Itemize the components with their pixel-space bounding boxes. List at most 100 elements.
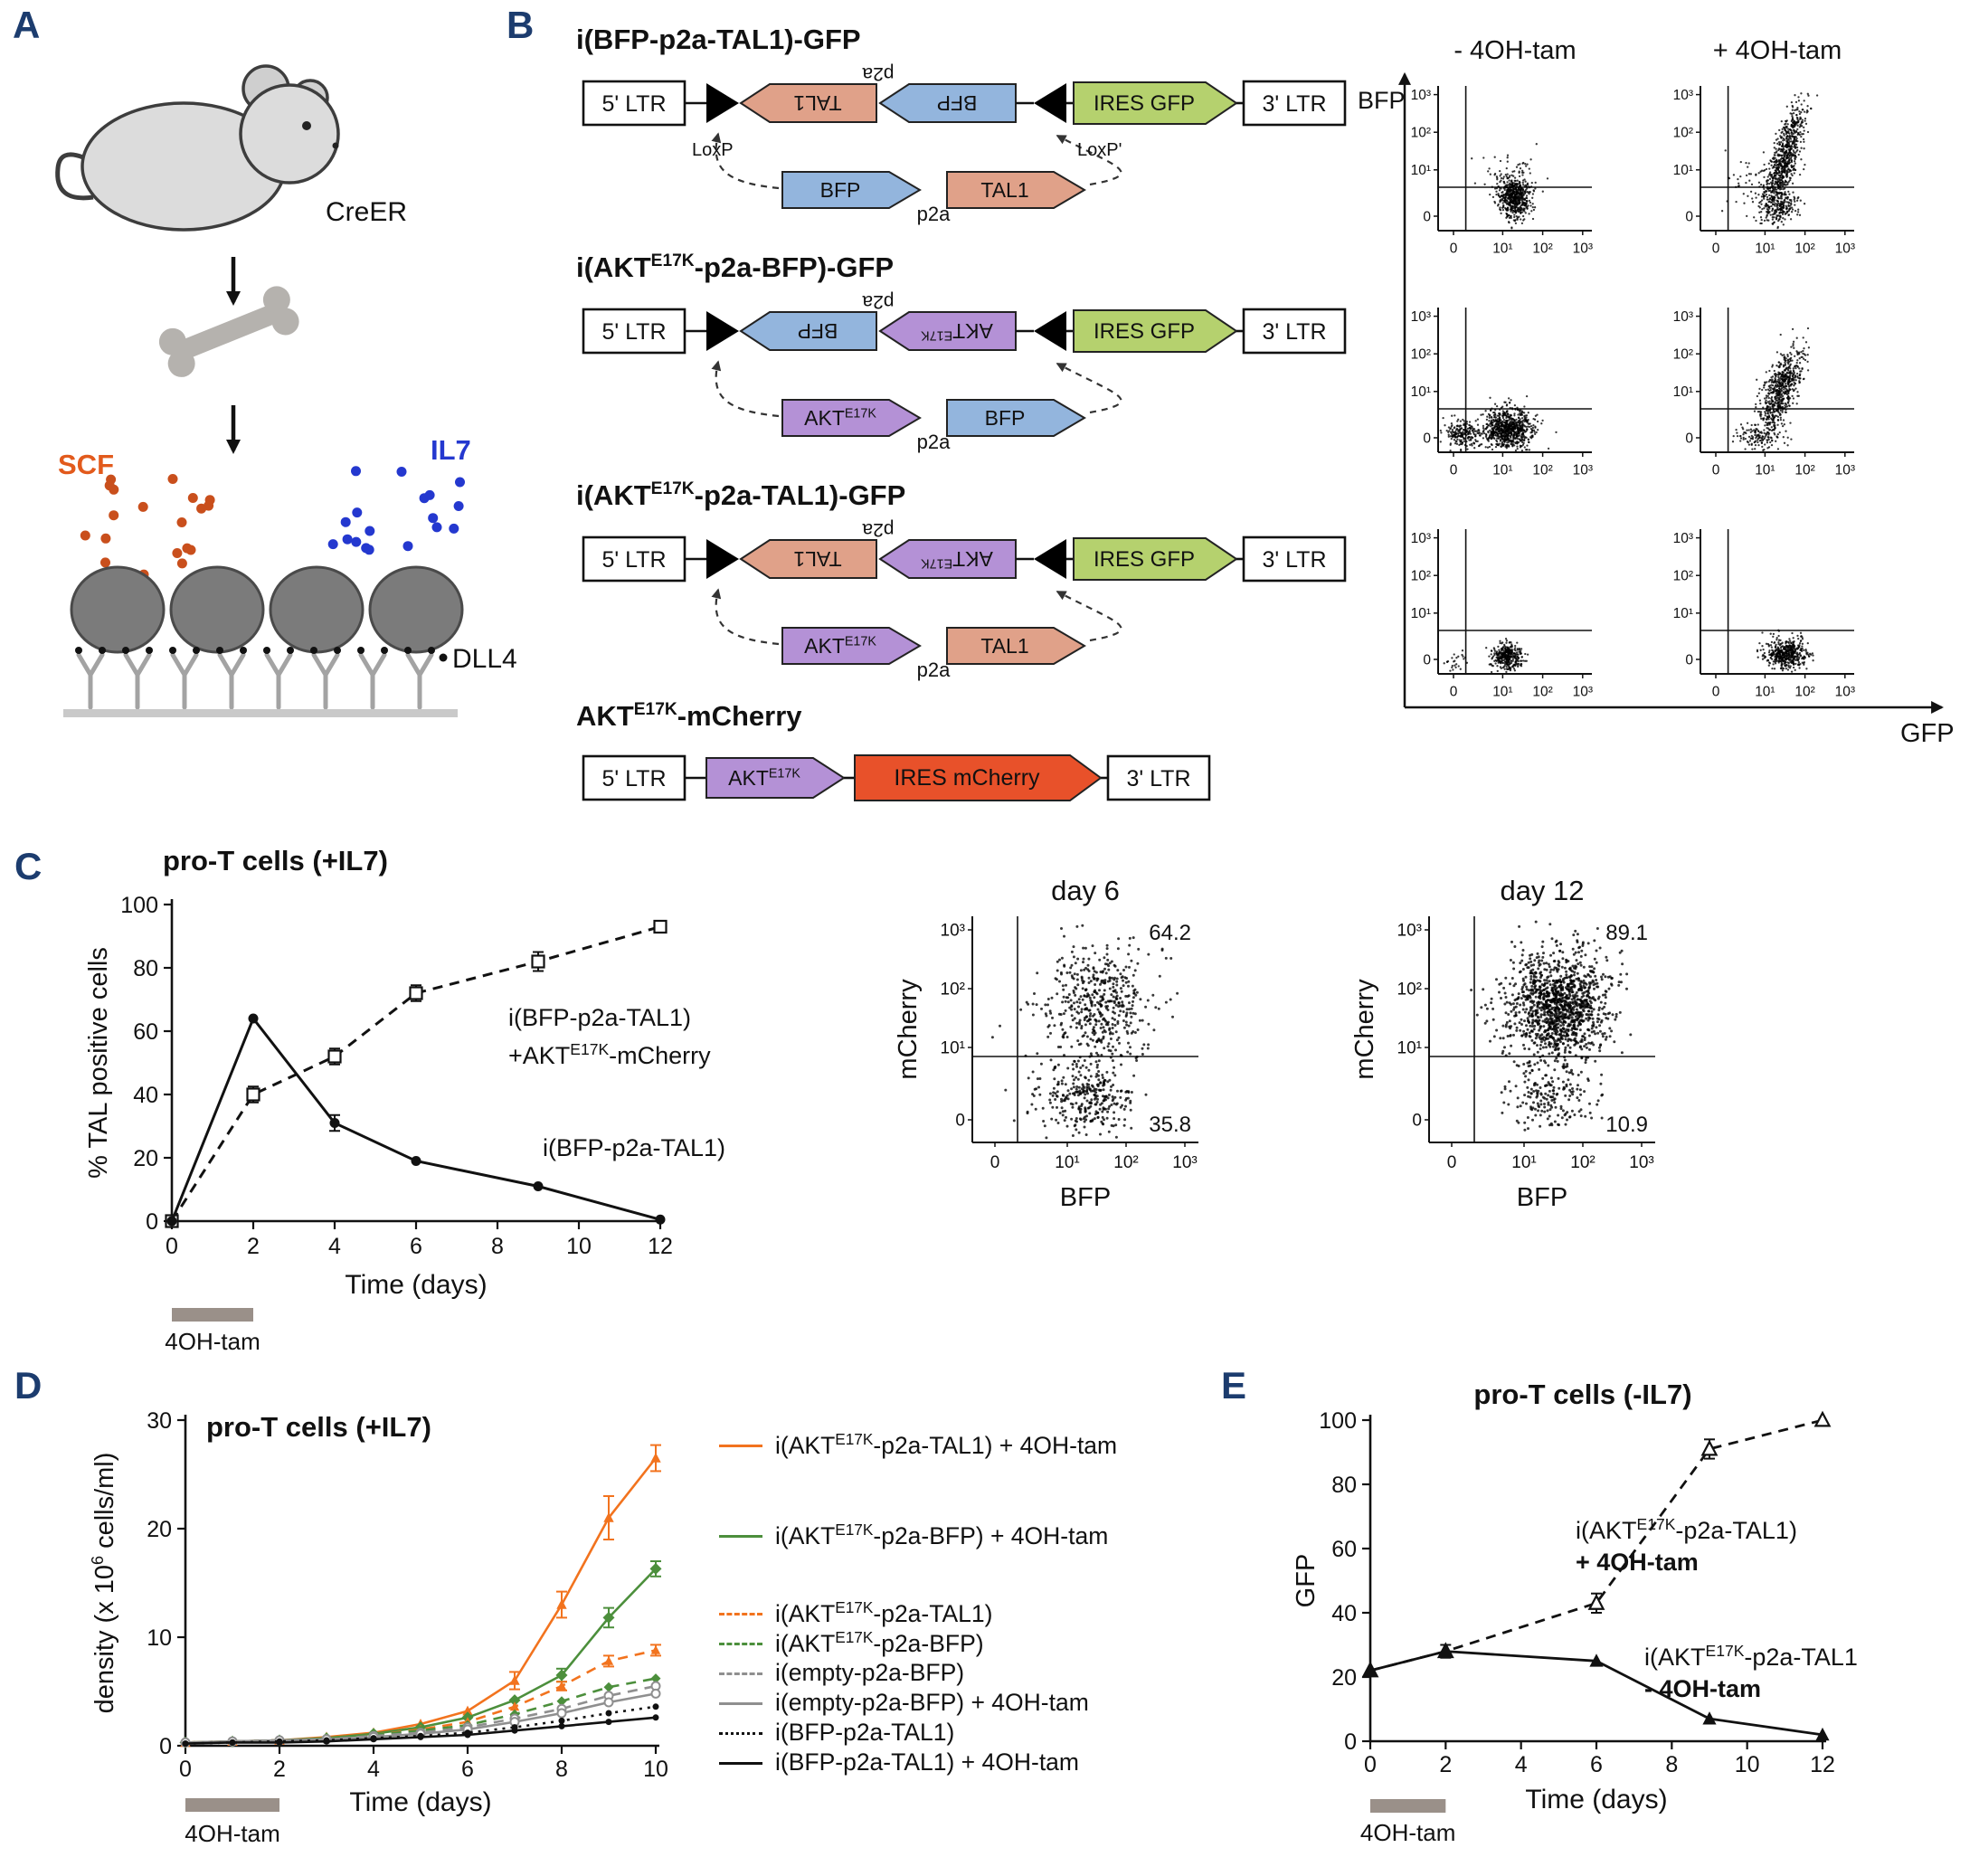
svg-text:TAL1: TAL1 <box>793 547 841 571</box>
legend-line-sample <box>719 1444 762 1447</box>
ltr-box <box>1242 535 1347 583</box>
flow_b3_neg: 0 0 10¹ 10¹ 10² 10² 10³ 10³ <box>1411 529 1593 700</box>
svg-text:LoxP': LoxP' <box>1077 140 1122 160</box>
svg-text:3' LTR: 3' LTR <box>1263 91 1327 117</box>
svg-text:12: 12 <box>648 1234 673 1259</box>
svg-text:% TAL positive cells: % TAL positive cells <box>84 947 113 1179</box>
svg-text:TAL1: TAL1 <box>793 91 841 115</box>
svg-text:AKTE17K: AKTE17K <box>921 319 993 343</box>
svg-text:6: 6 <box>410 1234 422 1259</box>
series-8 <box>182 1714 659 1748</box>
svg-text:10¹: 10¹ <box>941 1039 965 1058</box>
legend-label: i(empty-p2a-BFP) <box>775 1658 965 1686</box>
loxp-triangle-icon <box>706 83 739 123</box>
p2a-label-inverted: p2a <box>862 519 894 540</box>
svg-text:BFP: BFP <box>1358 87 1406 114</box>
svg-text:100: 100 <box>120 893 158 918</box>
p2a-label-inverted: p2a <box>862 63 894 84</box>
tam-treatment-bar <box>185 1798 279 1812</box>
svg-text:10¹: 10¹ <box>1411 163 1431 178</box>
gene-arrow-inverted <box>878 311 1017 351</box>
svg-text:20: 20 <box>133 1146 158 1171</box>
svg-text:10³: 10³ <box>1673 309 1693 325</box>
legend-label: i(empty-p2a-BFP) + 4OH-tam <box>775 1688 1089 1716</box>
ltr-box <box>1242 80 1347 127</box>
svg-text:10¹: 10¹ <box>1411 384 1431 400</box>
svg-text:i(AKTE17K-p2a-BFP)-GFP: i(AKTE17K-p2a-BFP)-GFP <box>576 251 894 283</box>
series-1 <box>165 919 668 1228</box>
gene-arrow-inverted <box>878 539 1017 579</box>
svg-text:p2a: p2a <box>917 658 951 681</box>
pro-t-cell <box>269 565 365 654</box>
svg-text:5' LTR: 5' LTR <box>602 547 667 573</box>
svg-text:10³: 10³ <box>1835 685 1855 700</box>
flow-dots <box>990 924 1179 1140</box>
dll4-antibody-icon <box>311 652 340 710</box>
svg-text:- 4OH-tam: - 4OH-tam <box>1453 36 1576 65</box>
svg-text:10²: 10² <box>1532 685 1552 700</box>
legend-label: i(AKTE17K-p2a-BFP) <box>775 1627 984 1657</box>
legend-line-sample <box>719 1672 762 1675</box>
svg-text:Time (days): Time (days) <box>345 1270 487 1300</box>
svg-text:4: 4 <box>328 1234 341 1259</box>
svg-text:10¹: 10¹ <box>1673 606 1693 621</box>
svg-text:10²: 10² <box>1411 347 1431 363</box>
gene-arrow <box>781 171 922 209</box>
dll4-antibodies <box>75 647 435 710</box>
pro-t-cell <box>169 565 265 654</box>
construct-1: i(BFP-p2a-TAL1)-GFP 5' LTR TAL1 BFP p2a IRES … <box>576 24 1347 225</box>
svg-text:p2a: p2a <box>862 63 894 84</box>
svg-text:AKTE17K: AKTE17K <box>921 547 993 571</box>
dll4-antibody-icon <box>358 652 387 710</box>
annotation-e-dashed: i(AKTE17K-p2a-TAL1) + 4OH-tam <box>1576 1515 1797 1576</box>
panel-e-label: E <box>1221 1364 1247 1407</box>
chartC-plot: 0 2 4 6 8 10 12 0 20 40 60 80 100 % TAL positive cell… <box>84 893 673 1355</box>
panel-a-illustration: CreER SCF IL7 DLL4 <box>55 64 517 717</box>
legend-item: i(empty-p2a-BFP) + 4OH-tam <box>719 1689 1280 1716</box>
bone-illustration <box>158 286 299 377</box>
svg-text:IRES GFP: IRES GFP <box>1094 547 1195 572</box>
svg-text:0: 0 <box>1423 652 1431 668</box>
svg-text:10³: 10³ <box>1172 1153 1197 1172</box>
svg-text:0: 0 <box>990 1153 1000 1172</box>
flow-cytometry-grid: - 4OH-tam + 4OH-tam BFP GFP 0 0 10¹ 10¹ 10² 10² 10… <box>1358 36 1955 748</box>
svg-text:10²: 10² <box>1113 1153 1138 1172</box>
ltr-box <box>1106 754 1211 801</box>
svg-text:40: 40 <box>133 1083 158 1108</box>
svg-text:0: 0 <box>1450 685 1458 700</box>
dll4-antibody-icon <box>76 652 105 710</box>
legend-item: i(BFP-p2a-TAL1) <box>719 1719 1280 1746</box>
series-1 <box>180 1444 661 1748</box>
chart-d-legend: i(AKTE17K-p2a-TAL1) + 4OH-tam i(AKTE17K-p… <box>719 1429 1280 1778</box>
legend-label: i(AKTE17K-p2a-TAL1) <box>775 1597 993 1627</box>
legend-line-sample <box>719 1534 762 1538</box>
pro-t-cells-illustration <box>70 565 464 654</box>
svg-text:LoxP: LoxP <box>692 140 734 160</box>
svg-text:60: 60 <box>133 1019 158 1045</box>
legend-item: i(BFP-p2a-TAL1) + 4OH-tam <box>719 1748 1280 1776</box>
svg-text:AKTE17K: AKTE17K <box>728 766 800 790</box>
loxp-triangle-icon <box>706 539 739 579</box>
svg-text:BFP: BFP <box>937 91 978 115</box>
legend-item: i(AKTE17K-p2a-BFP) <box>719 1627 1280 1657</box>
svg-text:p2a: p2a <box>917 431 951 453</box>
annotation-e-solid: i(AKTE17K-p2a-TAL1 - 4OH-tam <box>1644 1642 1858 1702</box>
svg-text:0: 0 <box>146 1209 158 1235</box>
svg-text:10³: 10³ <box>1835 242 1855 257</box>
loxp-triangle-icon <box>706 311 739 351</box>
construct-3: i(AKTE17K-p2a-TAL1)-GFP 5' LTR TAL1 AKTE17K… <box>576 479 1347 681</box>
recombination-arrow <box>1056 591 1122 642</box>
tam-treatment-bar <box>1370 1799 1446 1813</box>
svg-text:i(AKTE17K-p2a-TAL1)-GFP: i(AKTE17K-p2a-TAL1)-GFP <box>576 479 905 511</box>
mouse-head <box>239 83 340 185</box>
legend-line-sample <box>719 1701 762 1705</box>
legend-label: i(AKTE17K-p2a-TAL1) + 4OH-tam <box>775 1429 1118 1459</box>
gene-arrow <box>781 627 922 665</box>
gene-arrow <box>1073 537 1238 581</box>
mouse-eye <box>302 121 311 130</box>
flow-dots <box>1439 394 1558 452</box>
construct-4: AKTE17K-mCherry 5' LTR AKTE17K IRES mCherry… <box>576 700 1211 801</box>
